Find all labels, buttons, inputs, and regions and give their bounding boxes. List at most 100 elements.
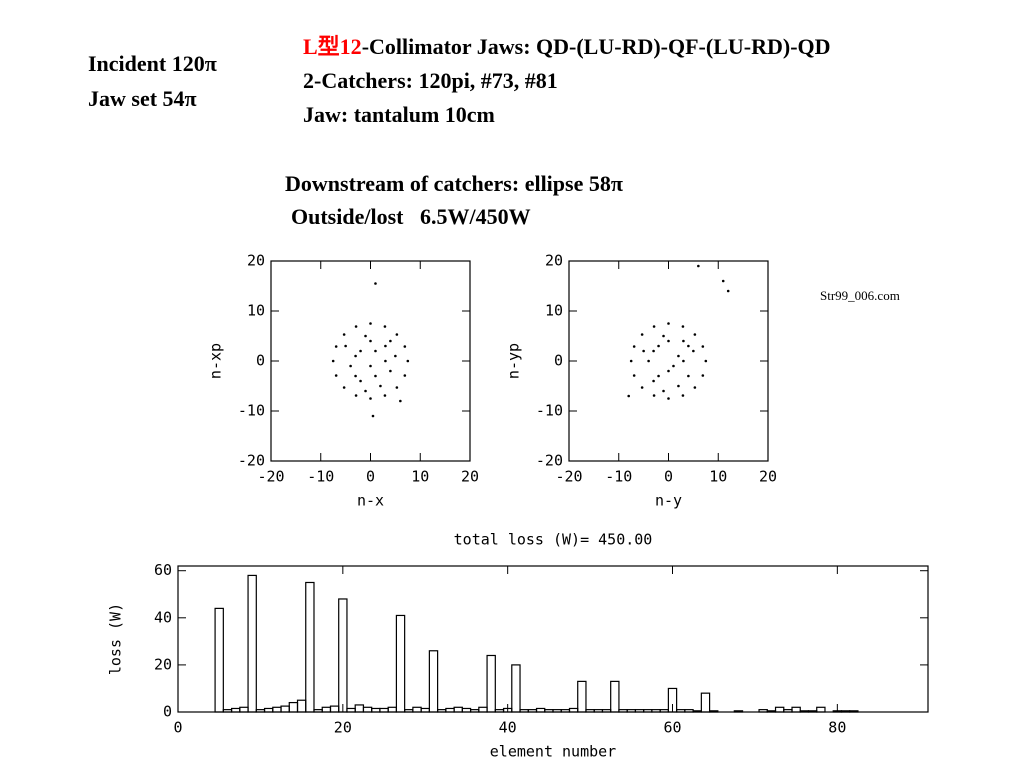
bin: [849, 710, 859, 713]
x-tick-label: 20: [334, 719, 352, 737]
bin: [420, 707, 430, 713]
plot-frame: [270, 260, 471, 462]
bin: [799, 710, 810, 713]
point: [662, 334, 665, 338]
point: [383, 325, 387, 328]
bin: [255, 709, 266, 713]
point: [369, 322, 372, 325]
point: [721, 279, 725, 283]
bin: [453, 706, 463, 713]
title-red: L型12: [303, 34, 362, 59]
bin: [684, 709, 694, 713]
x-tick-label: -10: [605, 468, 632, 486]
source: Str99_006.com: [820, 288, 900, 303]
y-axis-label: n-yp: [505, 343, 523, 379]
bin: [469, 709, 480, 713]
point: [701, 374, 705, 377]
point: [364, 334, 367, 338]
point: [667, 397, 670, 400]
x-tick-label: 10: [709, 468, 727, 486]
title-rest: -Collimator Jaws: QD-(LU-RD)-QF-(LU-RD)-…: [362, 34, 831, 59]
bin: [568, 707, 579, 713]
bin: [222, 709, 233, 713]
bin: [305, 581, 315, 713]
point: [371, 414, 375, 418]
point: [364, 389, 367, 393]
y-tick-label: 10: [545, 302, 563, 320]
x-axis-label: n-y: [655, 492, 682, 510]
x-tick-label: 20: [461, 468, 479, 486]
point: [667, 369, 670, 373]
bin: [313, 709, 323, 713]
bin: [494, 709, 505, 713]
point: [389, 339, 392, 343]
point: [657, 344, 660, 348]
point: [379, 384, 382, 388]
point: [652, 325, 656, 328]
bin: [263, 707, 274, 713]
jaw-set: Jaw set 54π: [88, 86, 197, 111]
point: [667, 339, 670, 343]
y-tick-label: 20: [247, 252, 265, 270]
bin: [272, 706, 282, 713]
point: [682, 339, 685, 343]
bin: [840, 710, 851, 713]
point: [384, 359, 387, 363]
point: [640, 333, 644, 336]
point: [334, 345, 338, 348]
bin: [428, 650, 439, 713]
point: [354, 394, 358, 397]
outside-lost: Outside/lost 6.5W/450W: [291, 204, 531, 229]
bin: [461, 707, 472, 713]
point: [652, 394, 656, 397]
plot-frame: [177, 565, 929, 713]
point: [652, 349, 655, 353]
bin: [486, 654, 496, 713]
point: [354, 354, 357, 358]
bin: [659, 709, 669, 713]
x-tick-label: -20: [257, 468, 284, 486]
bin: [329, 705, 340, 713]
y-tick-label: -20: [238, 452, 265, 470]
downstream: Downstream of catchers: ellipse 58π: [285, 171, 623, 196]
point: [640, 386, 644, 389]
bin: [651, 709, 661, 713]
y-tick-label: 40: [154, 608, 172, 626]
point: [331, 359, 335, 363]
y-tick-label: 20: [154, 655, 172, 673]
bin: [692, 710, 702, 713]
point: [697, 264, 700, 268]
bin: [618, 709, 628, 713]
bin: [535, 707, 546, 713]
bin: [552, 709, 562, 713]
bin: [296, 699, 307, 713]
bin: [676, 709, 686, 713]
point: [374, 374, 377, 378]
point: [342, 333, 346, 336]
bin: [371, 707, 381, 713]
bin: [832, 710, 843, 713]
point: [334, 374, 338, 377]
point: [667, 322, 670, 325]
point: [692, 349, 695, 353]
point: [403, 345, 407, 348]
bin: [404, 709, 414, 713]
bin: [387, 706, 398, 713]
bin: [601, 709, 612, 713]
x-tick-label: 60: [663, 719, 681, 737]
x-tick-label: 20: [759, 468, 777, 486]
point: [369, 397, 372, 400]
bin: [816, 706, 826, 713]
bin: [708, 710, 719, 713]
bin: [560, 709, 571, 713]
x-tick-label: 80: [828, 719, 846, 737]
bin: [667, 687, 678, 713]
point: [627, 394, 630, 398]
plot-frame: [568, 260, 769, 462]
bin: [412, 706, 422, 713]
y-axis-label: n-xp: [207, 343, 225, 379]
bin: [346, 707, 356, 713]
incident: Incident 120π: [88, 51, 217, 76]
point: [403, 374, 407, 377]
